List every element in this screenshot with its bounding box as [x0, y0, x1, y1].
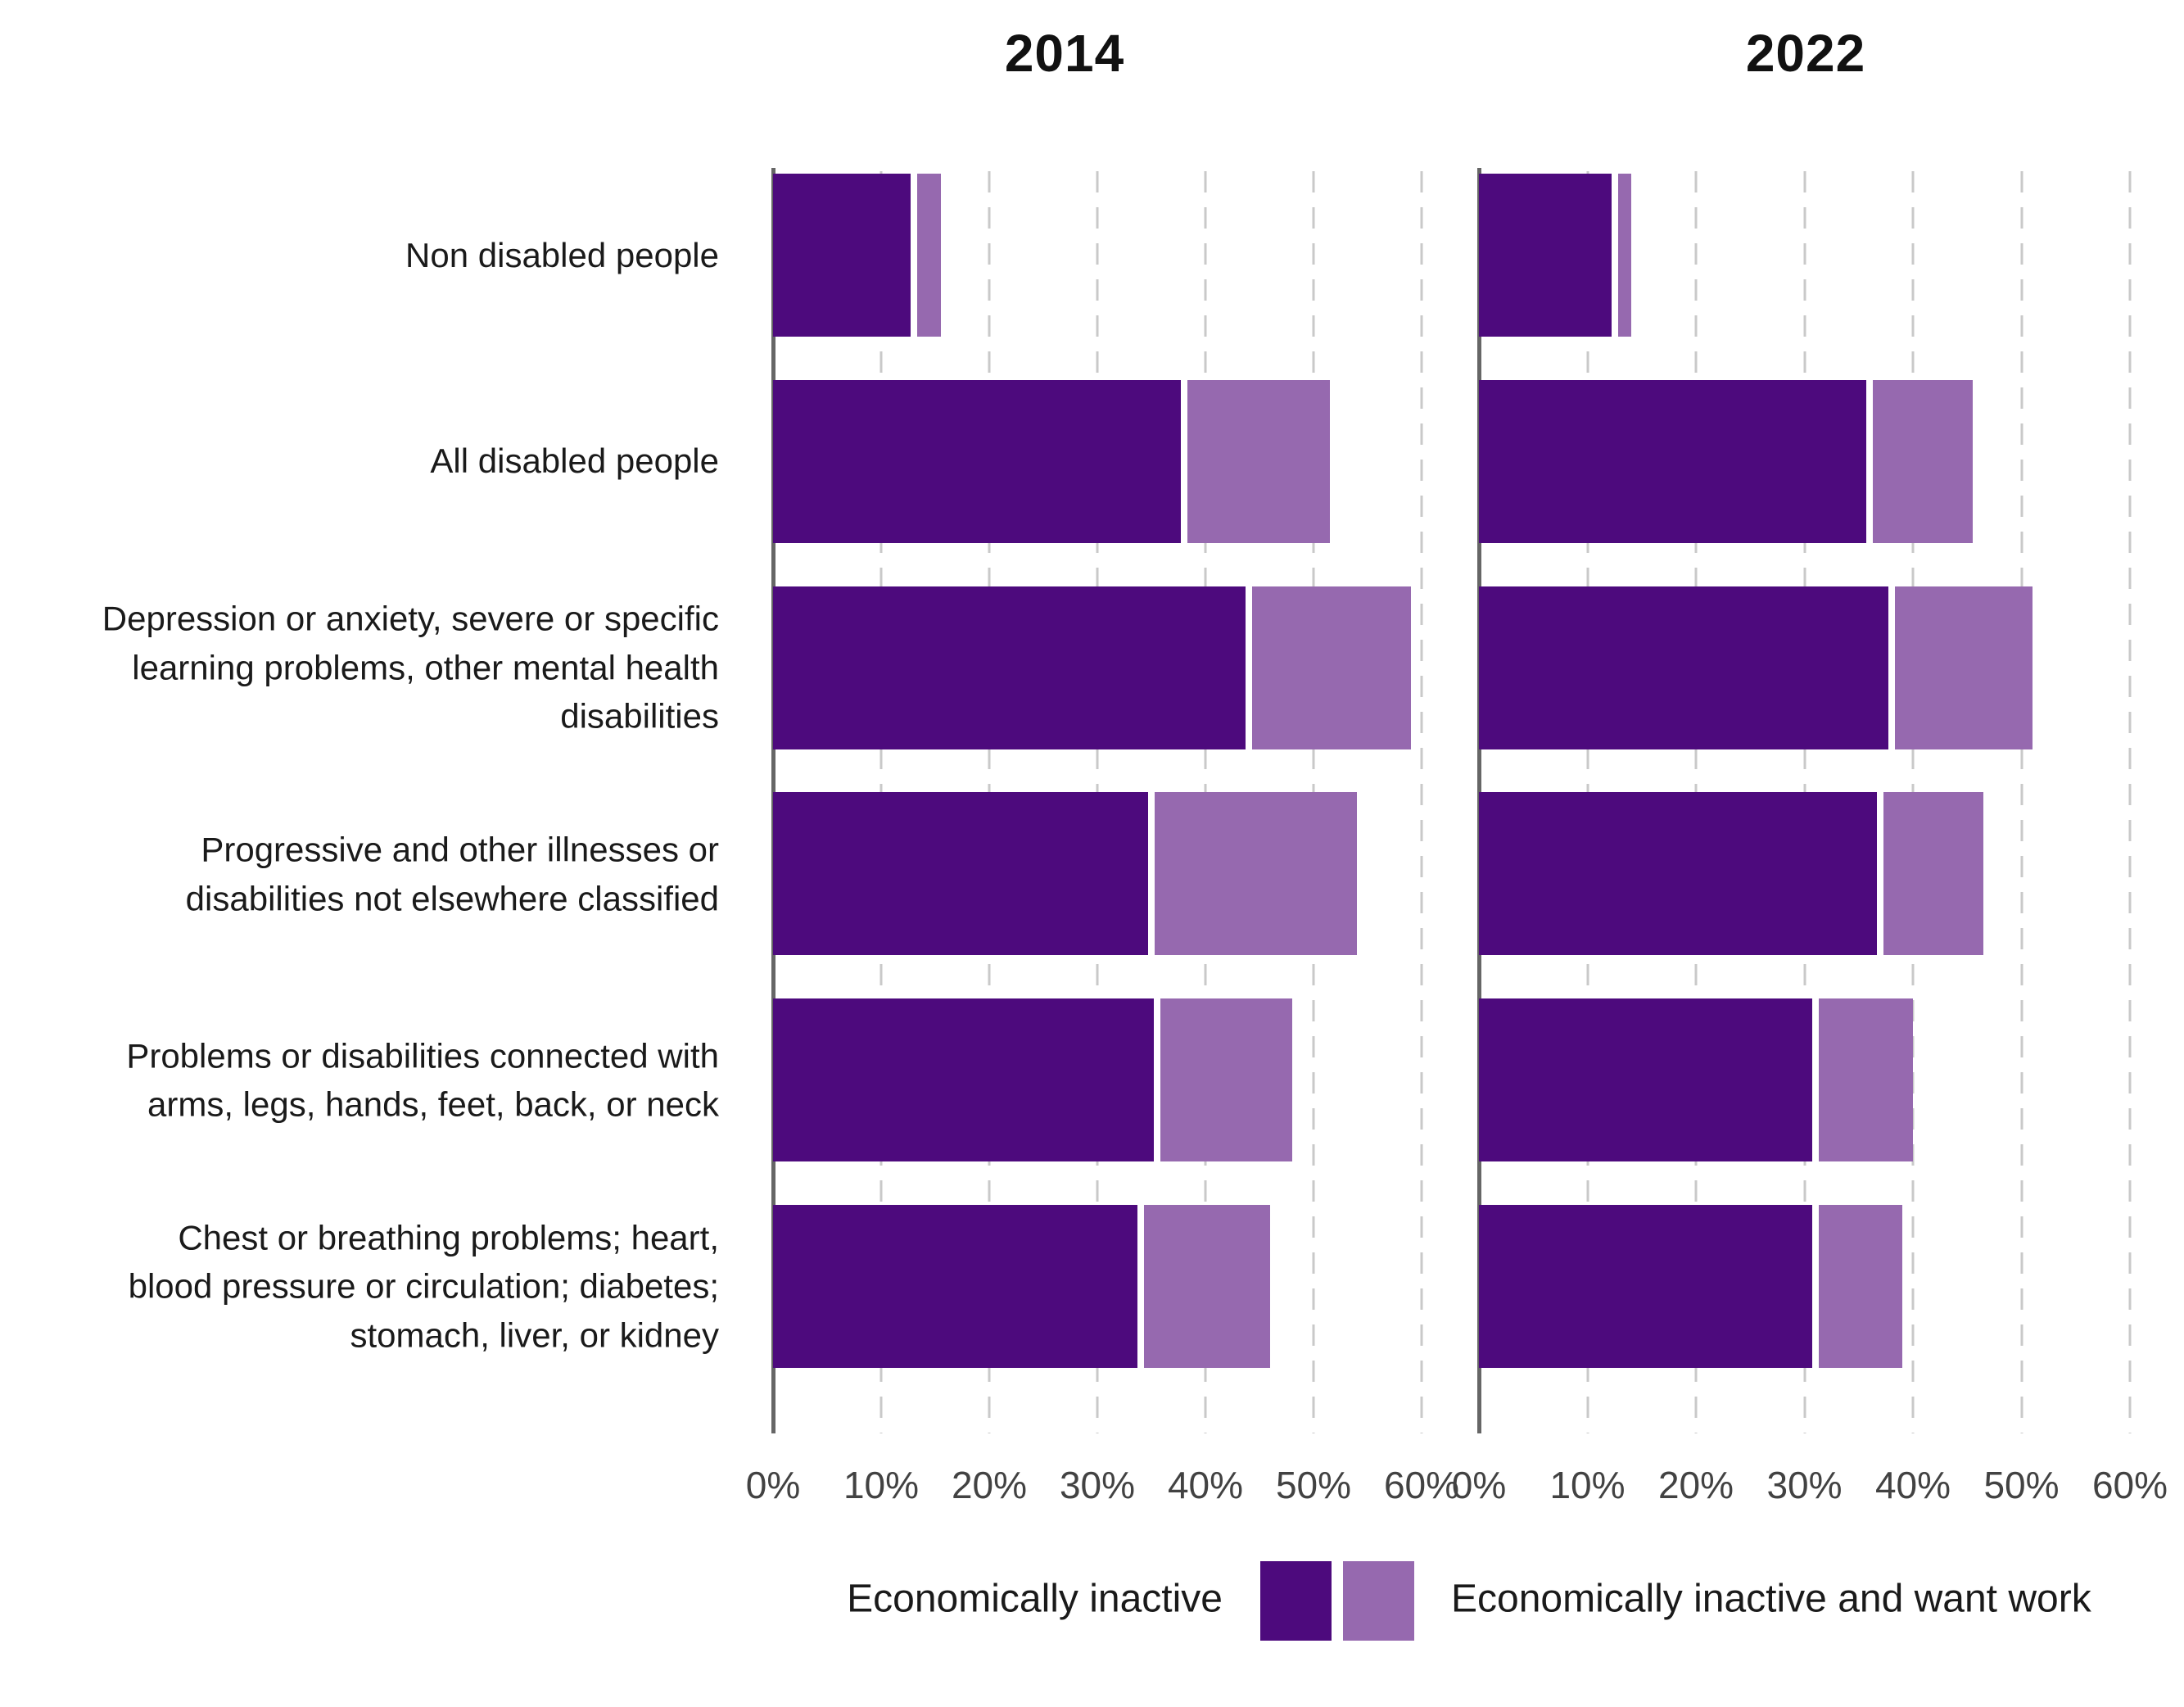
tick-label-panel1-20%: 20%	[1657, 1464, 1734, 1506]
chart-panel-2022	[1477, 168, 2132, 1433]
bar-economically-inactive-and-want-work	[1155, 792, 1357, 956]
bar-economically-inactive-and-want-work	[1883, 792, 1984, 956]
bar-economically-inactive-and-want-work	[1143, 1205, 1271, 1368]
tick-label-panel0-10%: 10%	[843, 1464, 920, 1506]
category-label-5: Chest or breathing problems; heart, bloo…	[128, 1218, 719, 1355]
panel-title-2022: 2022	[1745, 24, 1866, 83]
bar-economically-inactive-and-want-work	[1160, 998, 1292, 1162]
tick-label-panel1-10%: 10%	[1549, 1464, 1626, 1506]
tick-label-panel0-20%: 20%	[951, 1464, 1028, 1506]
bar-economically-inactive	[1479, 998, 1812, 1162]
bar-economically-inactive	[773, 174, 911, 337]
chart-panel-2014	[771, 168, 1423, 1433]
tick-label-panel0-40%: 40%	[1167, 1464, 1244, 1506]
tick-label-panel0-30%: 30%	[1059, 1464, 1136, 1506]
bar-economically-inactive-and-want-work	[1818, 998, 1913, 1162]
panel-title-2014: 2014	[1004, 24, 1125, 83]
legend-label-economically-inactive: Economically inactive	[847, 1577, 1223, 1621]
bar-economically-inactive-and-want-work	[916, 174, 941, 337]
category-label-0: Non disabled people	[405, 235, 719, 274]
legend-swatch-economically-inactive-and-want-work	[1343, 1561, 1414, 1641]
category-label-3: Progressive and other illnesses or disab…	[185, 830, 719, 917]
bar-economically-inactive	[1479, 792, 1878, 956]
tick-label-panel1-60%: 60%	[2091, 1464, 2168, 1506]
gridline-50pct	[2020, 171, 2023, 1433]
category-label-4: Problems or disabilities connected with …	[126, 1036, 719, 1124]
bar-economically-inactive-and-want-work	[1873, 379, 1973, 543]
tick-label-panel1-0%: 0%	[1451, 1464, 1507, 1506]
bar-economically-inactive	[773, 379, 1181, 543]
tick-label-panel1-30%: 30%	[1766, 1464, 1843, 1506]
bar-economically-inactive	[773, 998, 1154, 1162]
gridline-60pct	[1420, 171, 1423, 1433]
tick-label-panel0-60%: 60%	[1383, 1464, 1460, 1506]
bar-economically-inactive	[773, 586, 1246, 749]
bar-economically-inactive	[1479, 174, 1612, 337]
bar-economically-inactive-and-want-work	[1187, 379, 1330, 543]
bar-economically-inactive-and-want-work	[1617, 174, 1631, 337]
tick-label-panel0-50%: 50%	[1275, 1464, 1352, 1506]
legend-label-economically-inactive-and-want-work: Economically inactive and want work	[1451, 1577, 2091, 1621]
bar-economically-inactive	[1479, 586, 1888, 749]
bar-economically-inactive	[1479, 379, 1866, 543]
gridline-60pct	[2128, 171, 2132, 1433]
bar-economically-inactive-and-want-work	[1251, 586, 1411, 749]
bar-economically-inactive-and-want-work	[1818, 1205, 1902, 1368]
legend-swatch-economically-inactive	[1260, 1561, 1332, 1641]
tick-label-panel0-0%: 0%	[745, 1464, 801, 1506]
tick-label-panel1-50%: 50%	[1983, 1464, 2060, 1506]
category-label-2: Depression or anxiety, severe or specifi…	[102, 599, 719, 736]
category-label-1: All disabled people	[430, 441, 719, 481]
bar-economically-inactive	[773, 792, 1148, 956]
bar-economically-inactive	[773, 1205, 1137, 1368]
tick-label-panel1-40%: 40%	[1874, 1464, 1951, 1506]
bar-economically-inactive-and-want-work	[1894, 586, 2033, 749]
bar-economically-inactive	[1479, 1205, 1812, 1368]
